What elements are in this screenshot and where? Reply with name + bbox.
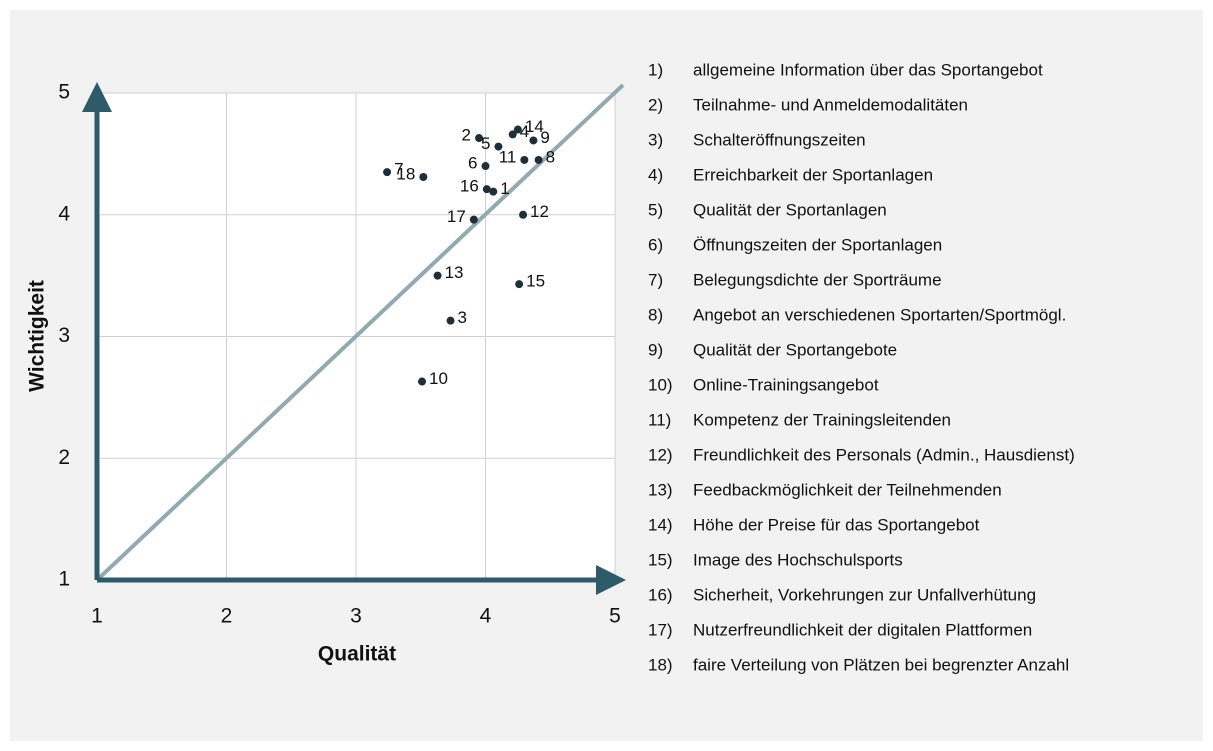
point-label: 16 — [460, 177, 479, 196]
point-label: 10 — [429, 369, 448, 388]
point — [520, 155, 529, 164]
x-axis-title: Qualität — [318, 643, 396, 666]
point — [508, 130, 517, 139]
legend-number: 18) — [648, 655, 673, 674]
y-tick-label: 2 — [58, 446, 70, 469]
legend-text: Teilnahme- und Anmeldemodalitäten — [693, 95, 968, 114]
legend-number: 6) — [648, 235, 663, 254]
y-tick-label: 4 — [58, 202, 70, 225]
point-label: 2 — [462, 126, 471, 145]
legend-text: Schalteröffnungszeiten — [693, 130, 866, 149]
legend-number: 1) — [648, 60, 663, 79]
diagonal — [95, 83, 625, 582]
point — [481, 162, 490, 171]
point — [469, 215, 478, 224]
legend-number: 2) — [648, 95, 663, 114]
x-tick-label: 3 — [350, 605, 362, 628]
legend-number: 4) — [648, 165, 663, 184]
legend-text: Öffnungszeiten der Sportanlagen — [693, 235, 942, 254]
y-tick-label: 1 — [58, 568, 70, 591]
legend-number: 7) — [648, 270, 663, 289]
legend-text: Erreichbarkeit der Sportanlagen — [693, 165, 933, 184]
legend-text: Höhe der Preise für das Sportangebot — [693, 515, 980, 534]
legend-text: Sicherheit, Vorkehrungen zur Unfallverhü… — [693, 585, 1036, 604]
legend-number: 17) — [648, 620, 673, 639]
legend-number: 9) — [648, 340, 663, 359]
legend-number: 12) — [648, 445, 673, 464]
x-tick-label: 1 — [91, 605, 103, 628]
legend-text: Qualität der Sportanlagen — [693, 200, 887, 219]
point — [433, 271, 442, 280]
legend-text: Nutzerfreundlichkeit der digitalen Platt… — [693, 620, 1032, 639]
legend-text: Freundlichkeit des Personals (Admin., Ha… — [693, 445, 1075, 464]
point-label: 18 — [396, 164, 415, 183]
point-label: 7 — [394, 160, 403, 179]
legend-text: Belegungsdichte der Sporträume — [693, 270, 942, 289]
legend-number: 8) — [648, 305, 663, 324]
point-label: 17 — [447, 207, 466, 226]
x-tick-label: 2 — [221, 605, 233, 628]
legend-text: Image des Hochschulsports — [693, 550, 903, 569]
legend-number: 10) — [648, 375, 673, 394]
point-label: 15 — [526, 272, 545, 291]
y-tick-label: 3 — [58, 324, 70, 347]
point — [494, 142, 503, 151]
point — [513, 125, 522, 134]
legend-text: Qualität der Sportangebote — [693, 340, 897, 359]
x-tick-label: 4 — [480, 605, 492, 628]
point — [419, 173, 428, 182]
point — [446, 316, 455, 325]
point-label: 1 — [500, 179, 509, 198]
legend-text: Feedbackmöglichkeit der Teilnehmenden — [693, 480, 1002, 499]
point-label: 13 — [445, 263, 464, 282]
point-label: 9 — [540, 128, 549, 147]
point-label: 14 — [525, 117, 544, 136]
legend-text: allgemeine Information über das Sportang… — [693, 60, 1043, 79]
point-label: 11 — [499, 147, 517, 166]
point — [515, 280, 524, 289]
legend-number: 16) — [648, 585, 673, 604]
point — [418, 377, 427, 386]
point — [489, 187, 498, 196]
legend-number: 3) — [648, 130, 663, 149]
y-tick-label: 5 — [58, 81, 70, 104]
point-label: 8 — [546, 147, 555, 166]
legend-text: faire Verteilung von Plätzen bei begrenz… — [693, 655, 1069, 674]
legend-text: Kompetenz der Trainingsleitenden — [693, 410, 951, 429]
legend-text: Angebot an verschiedenen Sportarten/Spor… — [693, 305, 1066, 324]
legend-number: 11) — [648, 410, 671, 429]
y-axis-title: Wichtigkeit — [26, 280, 49, 392]
legend-number: 15) — [648, 550, 673, 569]
point-label: 3 — [458, 308, 467, 327]
point — [519, 210, 528, 219]
point — [534, 155, 543, 164]
legend-number: 13) — [648, 480, 673, 499]
legend-number: 14) — [648, 515, 673, 534]
x-tick-label: 5 — [609, 605, 621, 628]
point — [529, 136, 538, 145]
point-label: 4 — [520, 122, 529, 141]
point — [383, 168, 392, 177]
legend-text: Online-Trainingsangebot — [693, 375, 879, 394]
legend-number: 5) — [648, 200, 663, 219]
point-label: 6 — [468, 154, 477, 173]
point — [475, 134, 484, 143]
point-label: 5 — [481, 134, 490, 153]
point — [482, 185, 491, 194]
point-label: 12 — [530, 202, 549, 221]
